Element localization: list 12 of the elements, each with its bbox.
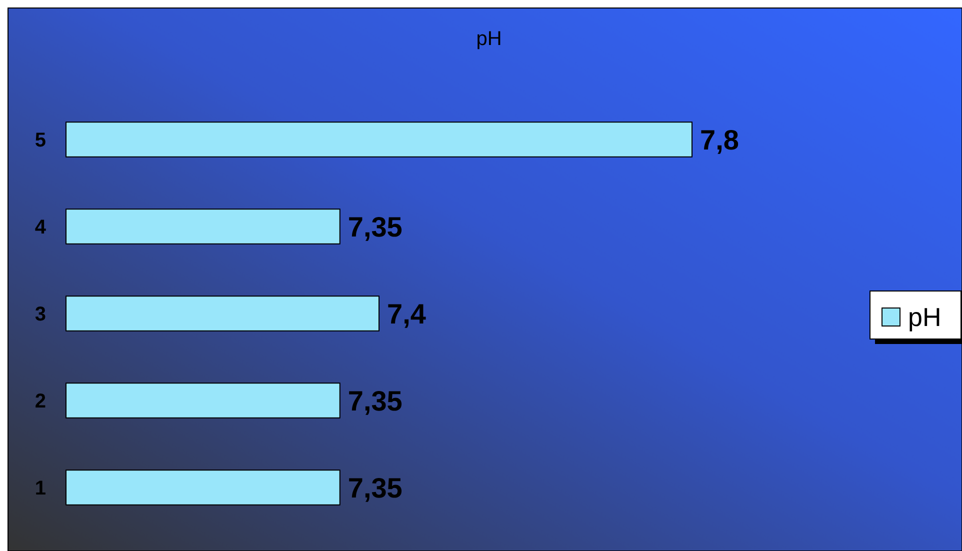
data-label: 7,4 (387, 298, 426, 330)
chart-title: pH (476, 28, 502, 50)
y-tick-label: 4 (34, 216, 47, 238)
y-tick-label: 1 (34, 478, 46, 500)
data-label: 7,35 (348, 472, 402, 504)
y-tick-label: 3 (34, 304, 46, 326)
y-tick-label: 2 (34, 390, 46, 412)
data-label: 7,35 (348, 211, 402, 242)
legend-label: pH (908, 302, 942, 332)
data-label: 7,35 (348, 385, 402, 416)
y-tick-label: 5 (34, 130, 46, 152)
data-label: 7,8 (700, 124, 739, 156)
